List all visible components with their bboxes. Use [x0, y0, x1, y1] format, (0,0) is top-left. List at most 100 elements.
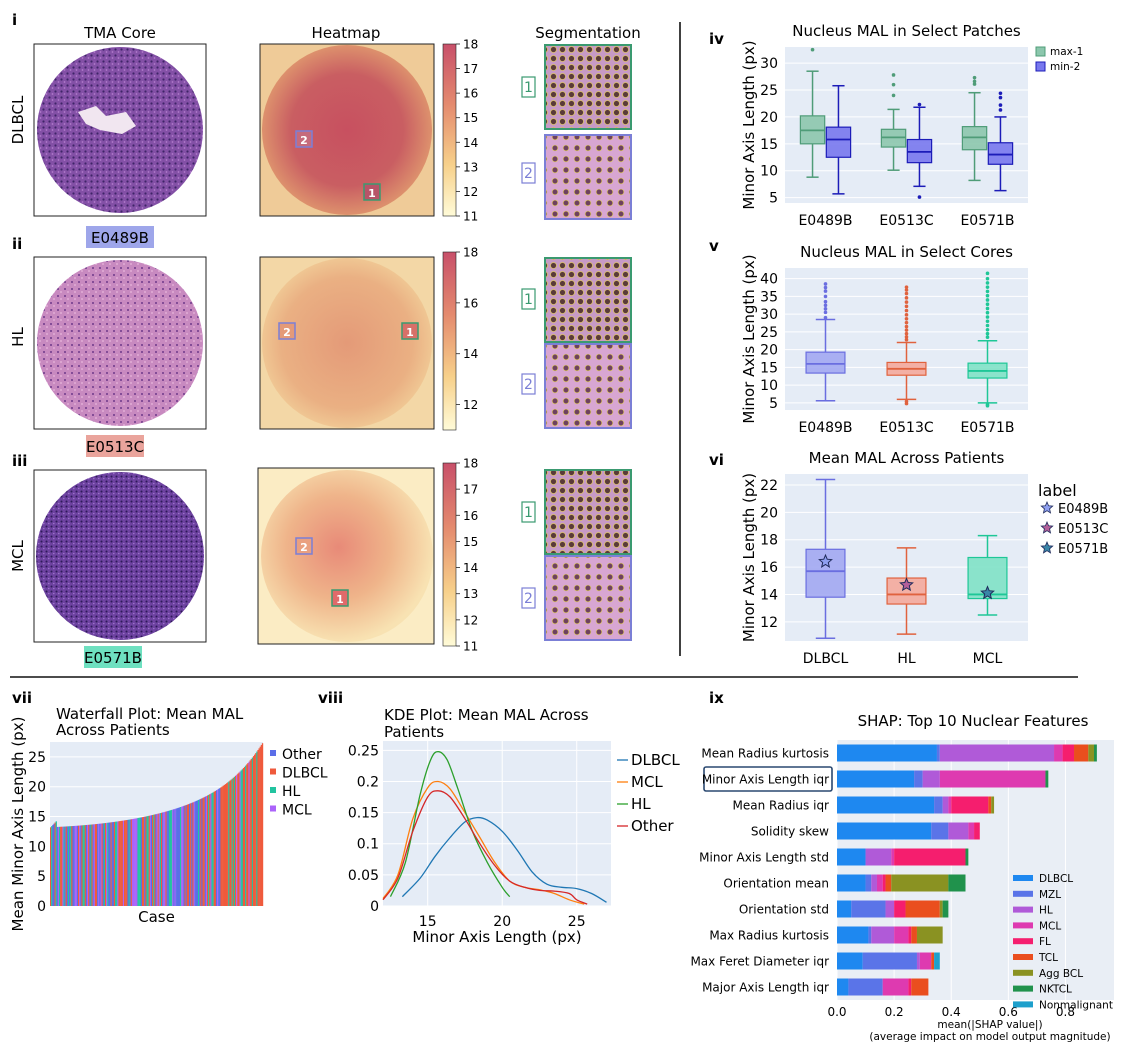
waterfall-bar — [115, 821, 117, 906]
shap-bar-mean-radius-kurtosis-mcl — [1054, 744, 1063, 762]
kde-line-hl — [389, 750, 511, 898]
y-tick-label: 10 — [760, 164, 778, 180]
waterfall-bar — [155, 814, 157, 906]
y-tick-label: 40 — [760, 272, 778, 288]
outlier-point — [823, 294, 828, 299]
outlier-point — [985, 271, 990, 276]
legend-label-mcl: MCL — [631, 773, 663, 791]
waterfall-bar — [237, 773, 239, 906]
shap-bar-max-feret-diameter-iqr-dlbcl — [837, 952, 863, 970]
shap-bar-max-radius-kurtosis-agg-bcl — [916, 926, 943, 944]
waterfall-bar — [119, 821, 121, 906]
heatmap-patch-2-dlbcl — [295, 130, 313, 148]
waterfall-bar — [118, 821, 120, 906]
y-tick-label: 0.05 — [348, 868, 379, 884]
tma-core-hl — [37, 260, 203, 426]
outlier-point — [823, 310, 828, 315]
legend-swatch-nonmalignant — [1013, 1001, 1033, 1008]
chart-title: Nucleus MAL in Select Cores — [800, 243, 1013, 261]
waterfall-bar — [101, 823, 103, 906]
panel-label-i: i — [12, 11, 17, 29]
waterfall-bar — [58, 826, 61, 906]
y-tick-label: 0 — [37, 899, 46, 915]
waterfall-bar — [139, 817, 142, 906]
waterfall-bar — [172, 809, 174, 906]
x-tick-label: 0.6 — [999, 1005, 1018, 1019]
y-tick-label: 0.25 — [348, 743, 379, 759]
waterfall-bar — [222, 785, 224, 906]
outlier-point — [972, 79, 977, 84]
waterfall-bar — [82, 825, 84, 906]
outlier-point — [985, 306, 990, 311]
colorbar-tick-label: 11 — [463, 210, 478, 224]
waterfall-bar — [169, 810, 172, 906]
waterfall-bar — [185, 804, 187, 906]
waterfall-bar — [199, 799, 201, 906]
waterfall-bar — [220, 787, 222, 906]
shap-bar-max-feret-diameter-iqr-mcl — [919, 952, 932, 970]
outlier-point — [998, 95, 1003, 100]
waterfall-bar — [180, 807, 182, 906]
outlier-point — [985, 310, 990, 315]
chart-iv-patches-boxplot: 5 10 15 20 25 30 Nucleus MAL in Select Patches… — [740, 22, 1083, 229]
waterfall-bar — [138, 817, 140, 906]
shap-bar-minor-axis-length-iqr-dlbcl — [837, 770, 915, 788]
x-tick-label: E0513C — [879, 213, 933, 229]
legend-swatch-dlbcl — [1013, 875, 1033, 881]
waterfall-bar — [241, 769, 244, 906]
outlier-point — [823, 307, 828, 311]
legend-swatch-fl — [1013, 938, 1033, 945]
waterfall-bar — [252, 756, 255, 906]
legend-swatch-mcl — [1013, 922, 1033, 929]
waterfall-bar — [108, 822, 110, 906]
waterfall-bar — [79, 825, 81, 906]
shap-bar-max-feret-diameter-iqr-hl — [916, 952, 920, 970]
waterfall-bar — [255, 753, 257, 906]
legend-swatch-other — [270, 750, 276, 756]
waterfall-bar — [62, 826, 64, 906]
tissue-gap — [78, 106, 136, 134]
row-mcl: MCL E0571B 2 1 18 17 16 15 14 13 12 11 1 2 — [9, 457, 632, 668]
waterfall-bar — [73, 825, 75, 906]
outlier-point — [904, 288, 909, 292]
y-tick-label: 22 — [760, 478, 778, 494]
legend-star-e0513c — [1040, 520, 1054, 534]
outlier-point — [823, 289, 828, 293]
feature-label-mean-radius-kurtosis: Mean Radius kurtosis — [701, 747, 829, 761]
box-e0489b-min-2 — [825, 126, 852, 158]
waterfall-bar — [176, 808, 178, 906]
chart-vii-waterfall: 0 5 10 15 20 25 Waterfall Plot: Mean MALAcross… — [9, 705, 328, 931]
chart-viii-kde: 0 0.05 0.1 0.15 0.2 0.25 15 20 25 KDE Plot: Mean … — [348, 706, 681, 946]
outlier-point — [985, 289, 990, 294]
waterfall-bar — [194, 801, 196, 906]
y-axis-label: Mean Minor Axis Length (px) — [9, 717, 27, 932]
legend-label-other: Other — [631, 817, 674, 835]
legend-label-mcl: MCL — [1039, 920, 1061, 932]
waterfall-bar — [152, 814, 154, 906]
outlier-point — [998, 91, 1003, 96]
shap-bar-mean-radius-kurtosis-agg-bcl — [1088, 744, 1095, 762]
shap-bar-orientation-std-fl — [894, 900, 906, 918]
waterfall-bar — [129, 819, 131, 906]
outlier-point — [985, 281, 990, 285]
shap-bar-minor-axis-length-iqr-mzl — [914, 770, 923, 788]
shap-bar-orientation-std-hl — [885, 900, 895, 918]
waterfall-bar — [130, 819, 133, 906]
y-axis-label: Minor Axis Length (px) — [740, 473, 758, 642]
outlier-point — [904, 331, 909, 336]
legend-label-nonmalignant: Nonmalignant — [1039, 999, 1113, 1011]
waterfall-bar — [164, 811, 166, 906]
shap-bar-major-axis-length-iqr-mzl — [848, 978, 883, 996]
waterfall-bar — [193, 801, 195, 906]
waterfall-bar — [128, 819, 130, 906]
waterfall-bar — [233, 776, 236, 906]
y-tick-label: 0 — [370, 899, 379, 915]
colorbar-tick-label: 13 — [463, 587, 478, 601]
waterfall-bar — [202, 797, 204, 906]
shap-bar-minor-axis-length-iqr-hl — [922, 770, 940, 788]
waterfall-bar — [259, 746, 261, 906]
waterfall-bar — [132, 818, 135, 906]
shap-bar-max-radius-kurtosis-tcl — [911, 926, 917, 944]
outlier-point — [972, 75, 977, 80]
